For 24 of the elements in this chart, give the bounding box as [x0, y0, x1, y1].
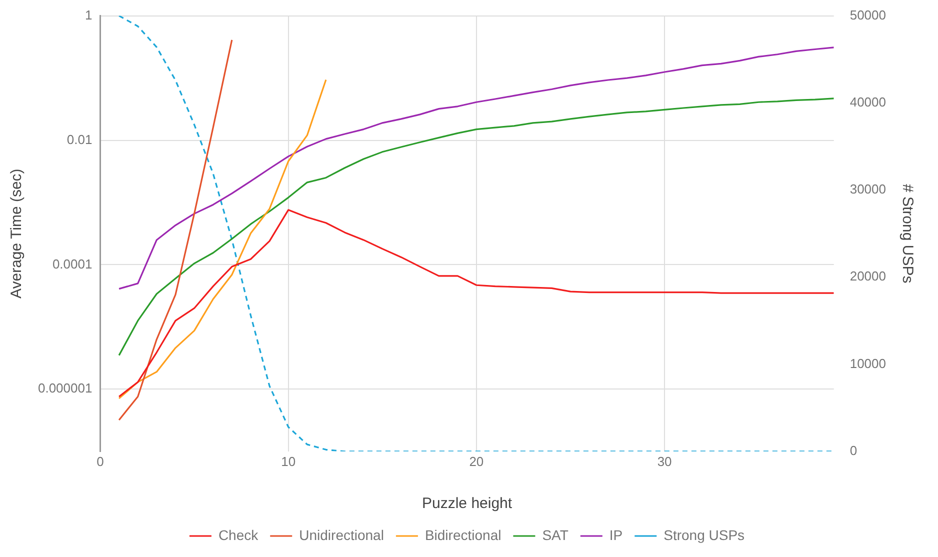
y-tick-label: 0.000001: [38, 380, 92, 396]
y2-tick-label: 30000: [850, 182, 886, 197]
x-axis-title: Puzzle height: [422, 495, 513, 512]
y2-tick-label: 20000: [850, 268, 886, 284]
y2-tick-label: 40000: [850, 94, 886, 110]
x-tick-label: 20: [469, 454, 484, 469]
legend-label: IP: [609, 526, 623, 543]
legend-label: Unidirectional: [299, 526, 384, 543]
y-axis-title: Average Time (sec): [8, 168, 26, 298]
y2-axis-title: # Strong USPs: [898, 184, 916, 284]
y2-tick-label: 50000: [850, 7, 886, 22]
x-tick-label: 10: [281, 454, 296, 469]
legend-label: SAT: [542, 526, 569, 543]
y2-tick-label: 10000: [850, 356, 886, 371]
legend-label: Check: [218, 526, 260, 543]
y2-tick-label: 0: [850, 442, 858, 458]
y-tick-label: 0.0001: [52, 256, 92, 272]
x-tick-label: 0: [96, 454, 104, 469]
line-series: [118, 16, 834, 452]
x-tick-label: 30: [657, 454, 672, 469]
y-tick-label: 1: [84, 7, 92, 22]
y-tick-label: 0.01: [66, 132, 92, 147]
legend-label: Bidirectional: [424, 526, 502, 543]
legend-label: Strong USPs: [664, 526, 745, 543]
